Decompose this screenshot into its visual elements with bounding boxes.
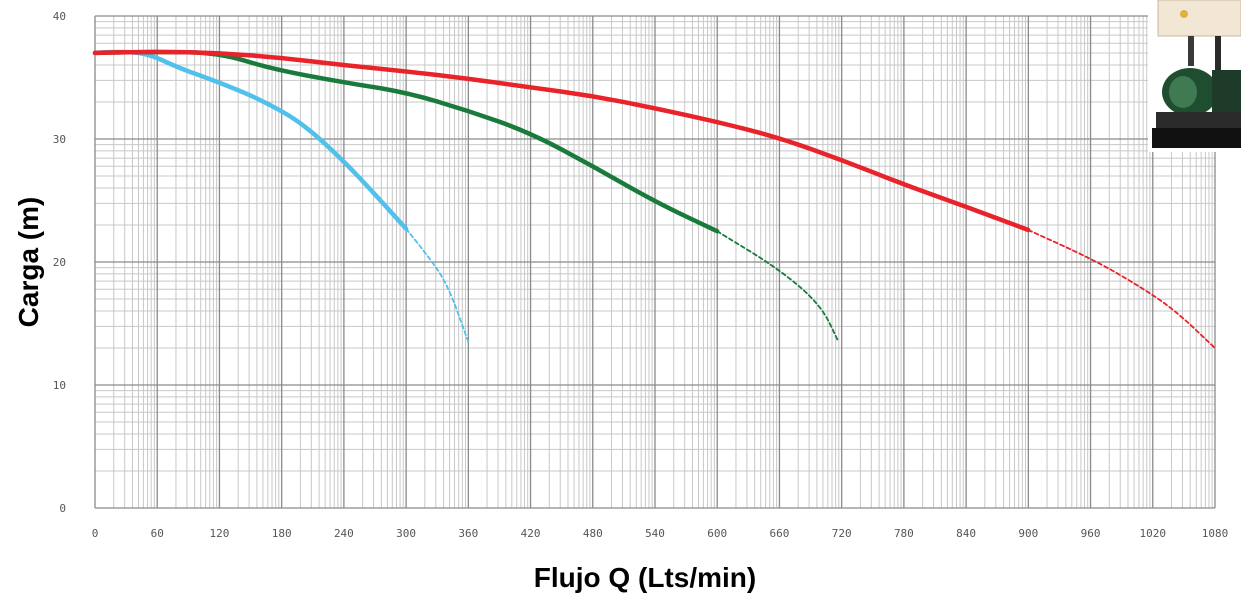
y-tick-labels: 0 10 20 30 40: [53, 10, 66, 515]
x-tick-label: 60: [151, 527, 164, 540]
x-tick-label: 360: [458, 527, 478, 540]
x-tick-label: 600: [707, 527, 727, 540]
pump-base: [1152, 128, 1241, 148]
x-tick-label: 120: [210, 527, 230, 540]
x-tick-label: 1080: [1202, 527, 1229, 540]
x-tick-label: 180: [272, 527, 292, 540]
x-tick-label: 900: [1018, 527, 1038, 540]
series-layer: [92, 49, 1216, 349]
x-tick-label: 480: [583, 527, 603, 540]
y-tick-label: 40: [53, 10, 66, 23]
x-tick-label: 300: [396, 527, 416, 540]
x-tick-label: 720: [832, 527, 852, 540]
x-tick-label: 0: [92, 527, 99, 540]
major-gridlines: [94, 15, 1216, 509]
x-axis-title: Flujo Q (Lts/min): [534, 562, 756, 593]
pump-photo: [1148, 0, 1241, 152]
y-tick-label: 20: [53, 256, 66, 269]
series-3-line: [92, 49, 1031, 233]
series-1-extrapolated-line: [405, 227, 470, 343]
x-tick-label: 240: [334, 527, 354, 540]
y-tick-label: 30: [53, 133, 66, 146]
series-2-extrapolated-line: [716, 230, 840, 343]
x-tick-label: 840: [956, 527, 976, 540]
y-axis-title: Carga (m): [13, 197, 44, 328]
y-tick-label: 10: [53, 379, 66, 392]
x-tick-label: 780: [894, 527, 914, 540]
x-tick-label: 960: [1081, 527, 1101, 540]
x-tick-labels: 0 60 120 180 240 300 360 420 480 540 600 660 720 780 8…: [92, 527, 1229, 540]
series-3-extrapolated-line: [1027, 229, 1216, 349]
x-tick-label: 540: [645, 527, 665, 540]
x-tick-label: 1020: [1140, 527, 1167, 540]
x-tick-label: 660: [770, 527, 790, 540]
x-tick-label: 420: [521, 527, 541, 540]
control-light-icon: [1180, 10, 1188, 18]
y-tick-label: 0: [59, 502, 66, 515]
